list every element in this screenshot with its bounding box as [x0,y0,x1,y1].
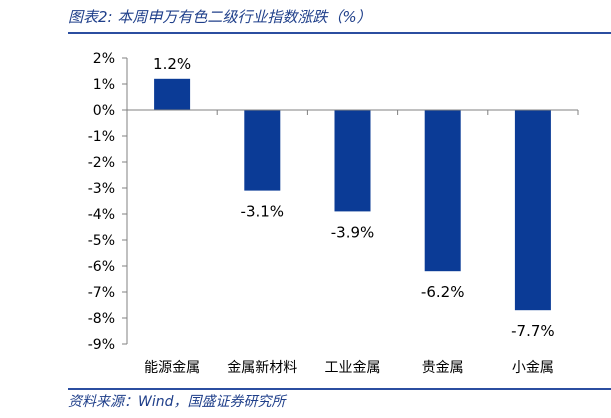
bar [334,110,371,212]
y-tick-label: -7% [88,285,115,301]
source-rule [68,388,611,390]
category-label: 贵金属 [422,360,464,376]
x-axis: 能源金属 金属新材料 工业金属 贵金属 小金属 [126,109,579,376]
data-label: -7.7% [511,322,555,340]
bar [514,110,551,311]
category-label: 小金属 [512,360,554,376]
data-label: -3.1% [241,203,285,221]
y-tick-label: 2% [93,51,115,67]
data-label: -3.9% [331,223,375,241]
figure-title: 图表2: 本周申万有色二级行业指数涨跌（%） [68,8,372,26]
y-tick-label: -8% [88,311,115,327]
category-label: 能源金属 [144,360,200,376]
data-label: -6.2% [421,283,465,301]
data-label: 1.2% [153,55,191,73]
bars: 1.2% -3.1% -3.9% -6.2% -7.7% [153,55,555,340]
category-label: 金属新材料 [227,360,297,376]
y-tick-label: -5% [88,233,115,249]
y-tick-label: -6% [88,259,115,275]
y-tick-label: 1% [93,77,115,93]
y-axis: 2% 1% 0% -1% -2% -3% -4% -5% -6% -7% -8% -9% [88,51,128,353]
y-tick-label: 0% [93,103,115,119]
bar [424,110,461,272]
y-tick-label: -3% [88,181,115,197]
y-tick-label: -4% [88,207,115,223]
bar [244,110,281,191]
y-tick-label: -1% [88,129,115,145]
y-tick-label: -2% [88,155,115,171]
category-label: 工业金属 [325,360,381,376]
y-tick-label: -9% [88,337,115,353]
bar [154,78,191,110]
title-rule [68,32,611,34]
figure-source: 资料来源：Wind，国盛证券研究所 [68,394,286,410]
